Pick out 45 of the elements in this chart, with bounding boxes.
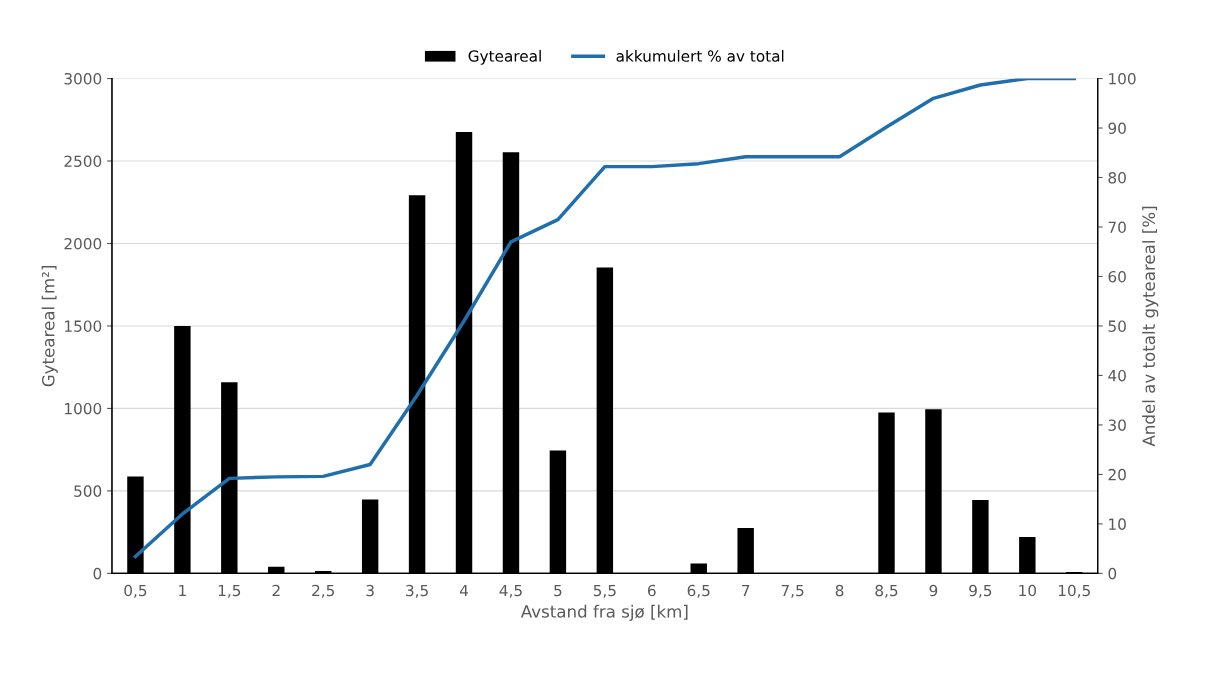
y-tick-label: 2000	[64, 237, 102, 250]
y2-axis-title: Andel av totalt gyteareal [%]	[1142, 206, 1159, 447]
x-tick-label: 6	[648, 584, 656, 597]
x-tick-label: 1	[179, 584, 186, 597]
x-tick-label: 4,5	[499, 584, 522, 598]
y-tick-label: 2500	[64, 155, 102, 168]
x-tick-label: 7,5	[781, 584, 804, 598]
line-series	[133, 78, 1076, 559]
x-tick-label: 7	[742, 584, 750, 597]
y2-tick-label: 50	[1108, 320, 1126, 332]
y-tick-label: 1500	[65, 320, 102, 332]
x-tick-label: 9,5	[969, 584, 992, 598]
y2-tick-label: 70	[1108, 221, 1126, 234]
y2-tick-label: 100	[1109, 73, 1136, 85]
x-tick-label: 0,5	[124, 584, 147, 598]
y-tick-label: 500	[74, 485, 102, 497]
legend-label: Gyteareal	[468, 50, 541, 65]
y-axis-title: Gyteareal [m²]	[41, 266, 58, 387]
y-tick-label: 1000	[65, 402, 102, 415]
x-tick-label: 6,5	[687, 584, 710, 598]
y2-tick-label: 80	[1108, 171, 1126, 184]
x-tick-label: 4	[459, 584, 469, 597]
x-tick-label: 10	[1019, 584, 1037, 597]
x-tick-label: 9	[929, 584, 938, 597]
legend-label: akkumulert % av total	[616, 50, 784, 62]
y-tick-label: 0	[93, 567, 102, 580]
x-tick-label: 8	[835, 584, 844, 597]
y2-tick-label: 20	[1108, 468, 1126, 481]
y-tick-label: 3000	[64, 73, 102, 85]
y2-tick-label: 40	[1108, 369, 1126, 382]
x-tick-label: 5,5	[593, 584, 616, 598]
x-tick-label: 8,5	[875, 584, 898, 598]
x-tick-label: 2,5	[312, 584, 335, 598]
y2-tick-label: 0	[1108, 567, 1117, 580]
y2-tick-label: 10	[1109, 518, 1126, 530]
y2-tick-label: 60	[1108, 270, 1126, 283]
x-tick-label: 5	[554, 584, 562, 597]
x-tick-label: 10,5	[1058, 584, 1090, 598]
y2-tick-label: 90	[1108, 122, 1126, 135]
x-tick-label: 2	[272, 584, 280, 597]
x-tick-label: 1,5	[218, 584, 241, 598]
x-tick-label: 3,5	[406, 584, 428, 598]
y2-tick-label: 30	[1108, 419, 1126, 431]
x-tick-label: 3	[366, 584, 374, 597]
x-axis-title: Avstand fra sjø [km]	[520, 604, 688, 621]
